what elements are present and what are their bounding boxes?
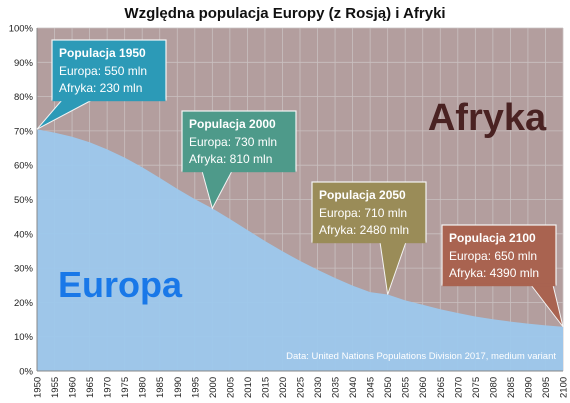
y-tick-label: 60% <box>14 161 34 172</box>
x-tick-label: 2040 <box>348 377 359 398</box>
x-tick-label: 2005 <box>225 377 236 398</box>
callout-title: Populacja 2100 <box>449 231 536 245</box>
x-tick-label: 1950 <box>33 377 44 398</box>
plot-area: 0% 10% 20% 30% 40% 50% 60% 70% 80% 90% 100% 1950 195… <box>9 24 570 399</box>
x-tick-label: 2000 <box>208 377 219 398</box>
callout-title: Populacja 2000 <box>189 117 276 131</box>
callout-box <box>51 39 167 101</box>
europa-area-label: Europa <box>58 264 183 305</box>
callout-line: Afryka: 230 mln <box>59 81 142 95</box>
x-tick-label: 1960 <box>68 377 79 398</box>
callout-seam <box>312 240 426 244</box>
x-tick-label: 2035 <box>331 377 342 398</box>
x-tick-label: 1990 <box>173 377 184 398</box>
callout-line: Europa: 710 mln <box>319 206 407 220</box>
callout-title: Populacja 2050 <box>319 188 406 202</box>
x-tick-label: 2085 <box>506 377 517 398</box>
y-tick-label: 10% <box>14 332 34 343</box>
x-tick-label: 2060 <box>418 377 429 398</box>
x-tick-label: 1970 <box>103 377 114 398</box>
y-tick-label: 100% <box>9 24 34 35</box>
europa-area <box>37 129 563 371</box>
callout-line: Europa: 730 mln <box>189 135 277 149</box>
y-tick-label: 20% <box>14 298 34 309</box>
y-tick-label: 40% <box>14 229 34 240</box>
x-tick-label: 1980 <box>138 377 149 398</box>
y-tick-label: 90% <box>14 58 34 69</box>
x-tick-label: 1975 <box>120 377 131 398</box>
callout-box <box>311 181 427 243</box>
callout-line: Europa: 550 mln <box>59 64 147 78</box>
x-tick-label: 2010 <box>243 377 254 398</box>
callout-line: Europa: 650 mln <box>449 249 537 263</box>
x-tick-label: 2070 <box>453 377 464 398</box>
x-tick-label: 1995 <box>190 377 201 398</box>
afryka-area-label: Afryka <box>428 97 547 139</box>
callout-seam <box>182 169 296 173</box>
x-tick-label: 2075 <box>471 377 482 398</box>
y-tick-label: 0% <box>19 367 33 378</box>
x-tick-label: 2050 <box>383 377 394 398</box>
x-tick-label: 1985 <box>155 377 166 398</box>
callout-line: Afryka: 810 mln <box>189 152 272 166</box>
y-tick-label: 50% <box>14 195 34 206</box>
x-tick-label: 2015 <box>260 377 271 398</box>
y-tick-label: 30% <box>14 264 34 275</box>
x-tick-label: 1965 <box>85 377 96 398</box>
callout-box <box>441 224 557 286</box>
callout-title: Populacja 1950 <box>59 46 146 60</box>
y-tick-label: 80% <box>14 92 34 103</box>
x-tick-label: 2100 <box>559 377 570 398</box>
x-tick-label: 2030 <box>313 377 324 398</box>
chart-title: Względna populacja Europy (z Rosją) i Af… <box>124 5 445 22</box>
callout-seam <box>52 98 166 102</box>
x-tick-label: 2065 <box>436 377 447 398</box>
source-note: Data: United Nations Populations Divisio… <box>286 351 556 362</box>
callout-line: Afryka: 2480 mln <box>319 223 409 237</box>
callout-line: Afryka: 4390 mln <box>449 266 539 280</box>
x-tick-label: 2080 <box>488 377 499 398</box>
callout-seam <box>442 283 556 287</box>
x-tick-label: 1955 <box>50 377 61 398</box>
x-tick-label: 2090 <box>523 377 534 398</box>
x-tick-label: 2095 <box>541 377 552 398</box>
x-tick-label: 2045 <box>366 377 377 398</box>
x-tick-label: 2055 <box>401 377 412 398</box>
x-tick-label: 2025 <box>296 377 307 398</box>
y-tick-label: 70% <box>14 126 34 137</box>
x-tick-label: 2020 <box>278 377 289 398</box>
callout-box <box>181 110 297 172</box>
